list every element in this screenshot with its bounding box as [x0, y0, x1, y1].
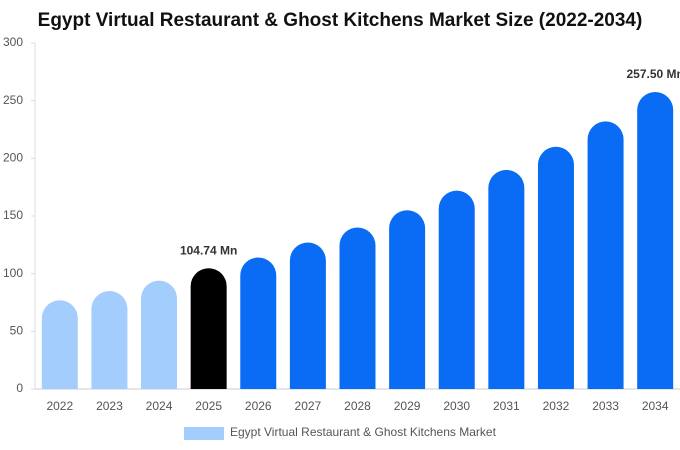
- bar: [637, 92, 674, 390]
- bar: [190, 268, 227, 389]
- bar: [438, 190, 475, 389]
- y-tick-label: 150: [3, 208, 23, 222]
- bar: [389, 210, 426, 389]
- bar: [141, 280, 178, 389]
- bar: [41, 300, 78, 389]
- x-tick-label: 2032: [543, 399, 570, 413]
- value-label: 104.74 Mn: [180, 243, 237, 257]
- bar: [339, 227, 376, 389]
- bar: [289, 242, 326, 389]
- bar: [91, 290, 128, 389]
- bar: [587, 121, 624, 389]
- x-tick-label: 2033: [592, 399, 619, 413]
- y-tick-label: 0: [16, 381, 23, 395]
- x-tick-label: 2034: [642, 399, 669, 413]
- x-tick-label: 2024: [146, 399, 173, 413]
- x-tick-label: 2023: [96, 399, 123, 413]
- bar: [240, 257, 277, 389]
- bar: [537, 146, 574, 389]
- x-tick-label: 2028: [344, 399, 371, 413]
- y-tick-label: 50: [10, 324, 24, 338]
- x-tick-label: 2027: [295, 399, 322, 413]
- x-tick-label: 2022: [46, 399, 73, 413]
- y-tick-label: 250: [3, 93, 23, 107]
- x-tick-label: 2026: [245, 399, 272, 413]
- y-tick-label: 300: [3, 35, 23, 49]
- x-tick-label: 2030: [443, 399, 470, 413]
- x-tick-label: 2029: [394, 399, 421, 413]
- y-tick-label: 200: [3, 151, 23, 165]
- legend-swatch: [184, 427, 224, 440]
- x-tick-label: 2031: [493, 399, 520, 413]
- chart-title: Egypt Virtual Restaurant & Ghost Kitchen…: [38, 10, 643, 31]
- bar: [488, 169, 525, 389]
- y-tick-label: 100: [3, 266, 23, 280]
- legend-label: Egypt Virtual Restaurant & Ghost Kitchen…: [230, 425, 497, 439]
- value-label: 257.50 Mn: [627, 67, 680, 81]
- x-tick-label: 2025: [195, 399, 222, 413]
